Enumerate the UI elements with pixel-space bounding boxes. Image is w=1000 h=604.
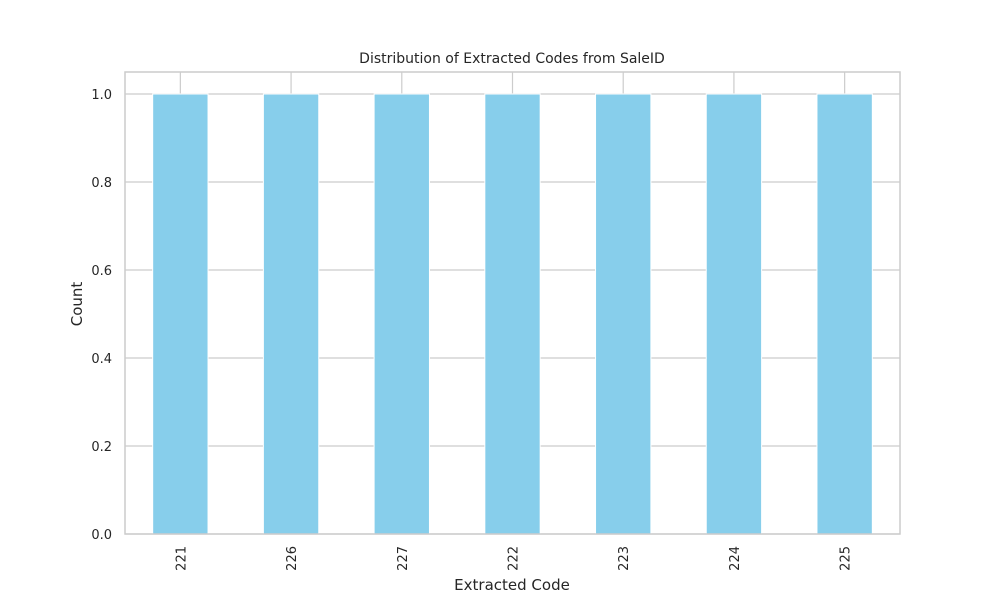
y-tick-label: 0.6 (91, 264, 112, 279)
bar-222 (484, 93, 541, 535)
x-tick-label: 223 (617, 546, 632, 571)
y-tick-layer: 0.0 0.2 0.4 0.6 0.8 1.0 (91, 88, 112, 543)
x-tick-label: 226 (285, 546, 300, 571)
x-tick-layer: 221 226 227 222 223 224 225 (174, 546, 853, 571)
bar-225 (816, 93, 873, 535)
bar-226 (262, 93, 320, 535)
bar-224 (705, 93, 763, 535)
x-tick-label: 224 (728, 546, 743, 571)
x-tick-label: 225 (839, 546, 854, 571)
bar-221 (152, 93, 209, 535)
chart-title: Distribution of Extracted Codes from Sal… (359, 51, 665, 67)
x-tick-label: 227 (396, 546, 411, 571)
y-tick-label: 0.2 (91, 440, 112, 455)
spine-layer (124, 71, 901, 535)
x-tick-label: 222 (507, 546, 522, 571)
plot-frame (124, 71, 901, 535)
y-tick-label: 1.0 (91, 88, 112, 103)
y-tick-label: 0.0 (91, 528, 112, 543)
bar-227 (373, 93, 430, 535)
bar-layer (152, 93, 873, 535)
bar-223 (595, 93, 652, 535)
y-axis-label: Count (68, 282, 86, 327)
y-tick-label: 0.8 (91, 176, 112, 191)
y-tick-label: 0.4 (91, 352, 112, 367)
x-tick-label: 221 (174, 546, 189, 571)
x-axis-label: Extracted Code (454, 576, 570, 594)
